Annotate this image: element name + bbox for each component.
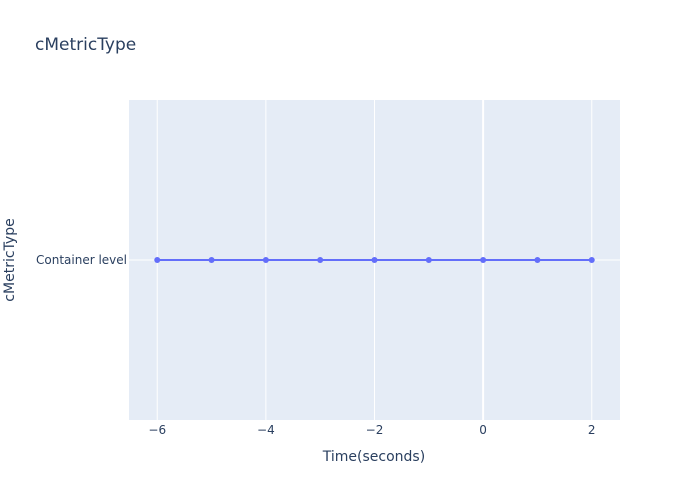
series-line-group [154, 257, 595, 263]
data-point[interactable] [588, 257, 595, 263]
x-tick-label: −4 [257, 423, 275, 437]
data-point[interactable] [480, 257, 487, 263]
data-point[interactable] [154, 257, 161, 263]
data-point[interactable] [371, 257, 378, 263]
data-point[interactable] [262, 257, 269, 263]
x-tick-label: 2 [588, 423, 596, 437]
data-point[interactable] [208, 257, 215, 263]
data-point[interactable] [317, 257, 324, 263]
x-tick-label: −6 [148, 423, 166, 437]
x-axis-ticks: −6 −4 −2 0 2 [148, 423, 595, 437]
chart-title: cMetricType [35, 35, 136, 55]
x-axis-title: Time(seconds) [322, 449, 425, 465]
y-axis-ticks: Container level [36, 253, 127, 267]
x-tick-label: 0 [479, 423, 487, 437]
y-tick-label: Container level [36, 253, 127, 267]
data-point[interactable] [425, 257, 432, 263]
data-point[interactable] [534, 257, 541, 263]
y-axis-title: cMetricType [2, 218, 18, 301]
x-tick-label: −2 [366, 423, 384, 437]
